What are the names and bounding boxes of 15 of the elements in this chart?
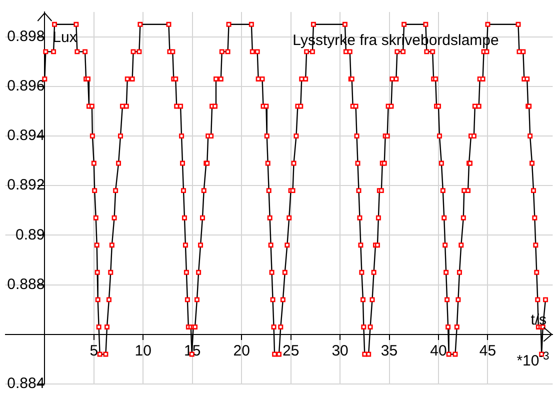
y-tick-label: 0.888 — [7, 276, 45, 293]
x-tick-label: 40 — [430, 342, 447, 360]
y-tick-label: 0.894 — [7, 127, 45, 144]
y-tick-label: 0.898 — [7, 28, 45, 45]
x-tick-label: 45 — [479, 342, 496, 360]
x-tick-label: 35 — [380, 342, 398, 360]
x-tick-label: 20 — [233, 342, 250, 360]
y-tick-label: 0.892 — [7, 176, 45, 194]
x-tick-label: 5 — [90, 342, 98, 360]
x-tick-label: 10 — [134, 342, 152, 360]
x-tick-label: 30 — [332, 342, 348, 360]
y-tick-label: 0.884 — [7, 375, 45, 392]
y-tick-label: 0.89 — [15, 226, 45, 244]
x-tick-label: 25 — [282, 342, 300, 360]
y-tick-label: 0.896 — [7, 78, 45, 95]
